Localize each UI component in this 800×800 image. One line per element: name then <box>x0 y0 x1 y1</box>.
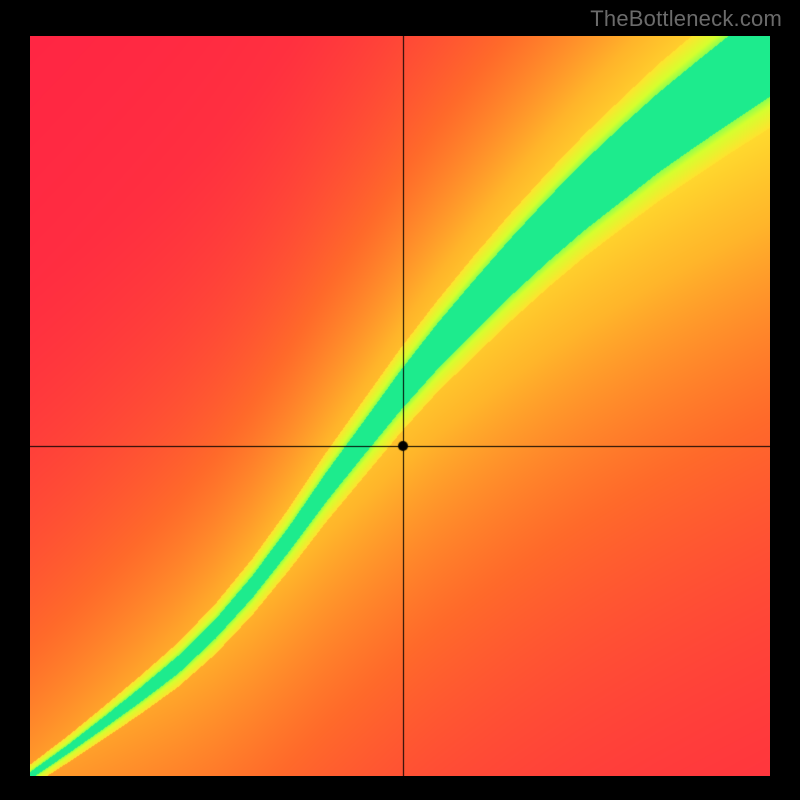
chart-container: TheBottleneck.com <box>0 0 800 800</box>
plot-area <box>30 36 770 776</box>
watermark-text: TheBottleneck.com <box>590 6 782 32</box>
heatmap-canvas <box>30 36 770 776</box>
